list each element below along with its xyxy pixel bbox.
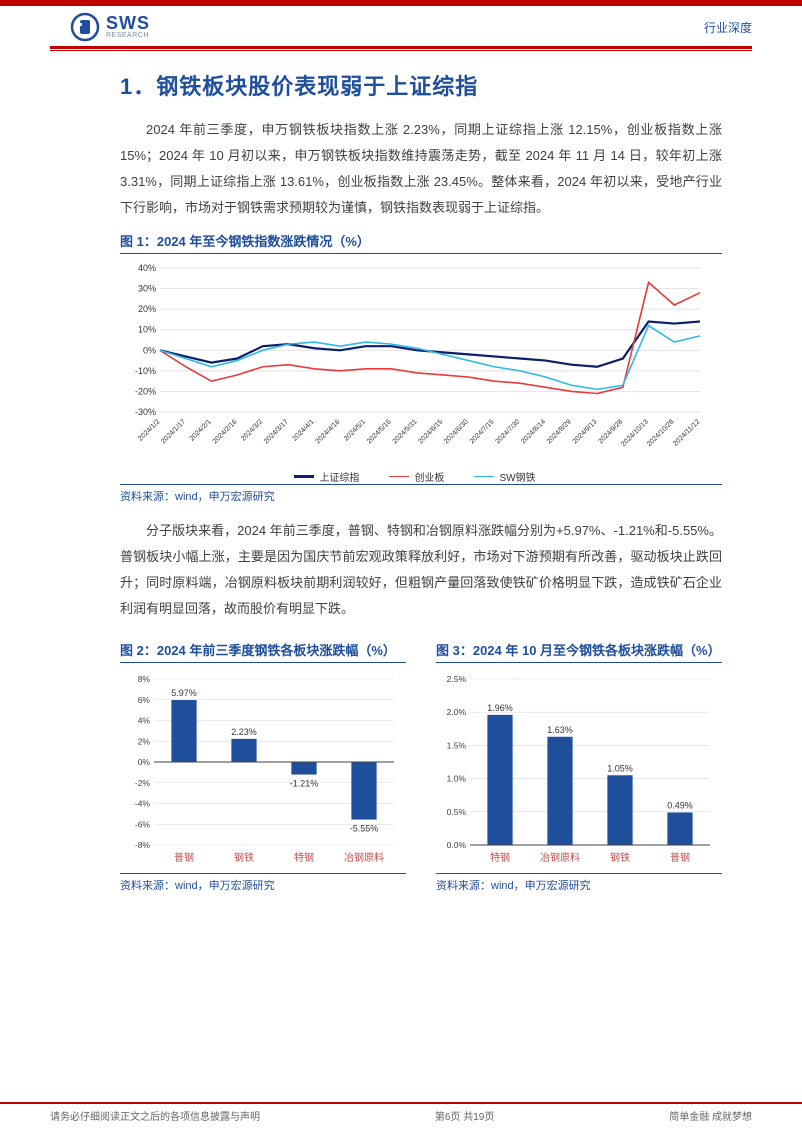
- paragraph-2: 分子版块来看，2024 年前三季度，普钢、特钢和冶钢原料涨跌幅分别为+5.97%…: [120, 518, 722, 622]
- svg-text:2024/11/12: 2024/11/12: [672, 418, 701, 447]
- svg-text:20%: 20%: [138, 304, 156, 314]
- svg-text:特钢: 特钢: [490, 851, 510, 864]
- figure3-title: 图 3：2024 年 10 月至今钢铁各板块涨跌幅（%）: [436, 640, 722, 663]
- svg-text:钢铁: 钢铁: [234, 851, 254, 864]
- figure3-svg: 0.0% 0.5% 1.0% 1.5% 2.0% 2.5% 1.96% 特钢 1.63% 冶钢原料…: [436, 669, 716, 869]
- svg-text:特钢: 特钢: [294, 851, 314, 864]
- svg-text:冶钢原料: 冶钢原料: [540, 851, 580, 864]
- figure2-col: 图 2：2024 年前三季度钢铁各板块涨跌幅（%） -8% -6% -4% -2% 0%…: [120, 630, 406, 893]
- svg-text:2024/7/30: 2024/7/30: [494, 418, 521, 445]
- svg-text:2.23%: 2.23%: [231, 727, 257, 737]
- svg-text:5.97%: 5.97%: [171, 688, 197, 698]
- svg-text:8%: 8%: [138, 674, 151, 684]
- svg-text:2024/4/16: 2024/4/16: [314, 418, 341, 445]
- svg-text:普钢: 普钢: [670, 851, 690, 864]
- figure3-chart: 0.0% 0.5% 1.0% 1.5% 2.0% 2.5% 1.96% 特钢 1.63% 冶钢原料…: [436, 669, 716, 869]
- footer-left: 请务必仔细阅读正文之后的各项信息披露与声明: [50, 1108, 260, 1123]
- svg-text:-20%: -20%: [135, 386, 156, 396]
- svg-text:0.5%: 0.5%: [447, 807, 467, 817]
- figure3-col: 图 3：2024 年 10 月至今钢铁各板块涨跌幅（%） 0.0% 0.5% 1.0…: [436, 630, 722, 893]
- svg-text:-6%: -6%: [135, 819, 151, 829]
- svg-text:0.49%: 0.49%: [667, 800, 693, 810]
- svg-text:30%: 30%: [138, 284, 156, 294]
- svg-text:2024/8/14: 2024/8/14: [520, 418, 547, 445]
- logo: SWS RESEARCH: [70, 12, 150, 42]
- svg-text:2024/9/13: 2024/9/13: [572, 418, 599, 445]
- svg-text:2.5%: 2.5%: [447, 674, 467, 684]
- figure2-source: 资料来源：wind，申万宏源研究: [120, 873, 406, 893]
- svg-text:1.5%: 1.5%: [447, 740, 467, 750]
- svg-text:钢铁: 钢铁: [610, 851, 630, 864]
- svg-text:0%: 0%: [143, 345, 156, 355]
- doc-category: 行业深度: [704, 19, 752, 36]
- svg-text:-30%: -30%: [135, 407, 156, 417]
- svg-text:2024/4/1: 2024/4/1: [291, 418, 315, 442]
- figure1-source: 资料来源：wind，申万宏源研究: [120, 484, 722, 504]
- svg-text:2024/1/2: 2024/1/2: [137, 418, 161, 442]
- svg-text:2024/5/16: 2024/5/16: [366, 418, 393, 445]
- svg-text:1.96%: 1.96%: [487, 703, 513, 713]
- figure1-title: 图 1：2024 年至今钢铁指数涨跌情况（%）: [120, 231, 722, 254]
- figure2-title: 图 2：2024 年前三季度钢铁各板块涨跌幅（%）: [120, 640, 406, 663]
- paragraph-1: 2024 年前三季度，申万钢铁板块指数上涨 2.23%，同期上证综指上涨 12.…: [120, 117, 722, 221]
- svg-text:0.0%: 0.0%: [447, 840, 467, 850]
- svg-text:2024/2/16: 2024/2/16: [212, 418, 239, 445]
- svg-text:-10%: -10%: [135, 366, 156, 376]
- svg-text:冶钢原料: 冶钢原料: [344, 851, 384, 864]
- svg-text:1.0%: 1.0%: [447, 774, 467, 784]
- svg-text:10%: 10%: [138, 325, 156, 335]
- svg-text:2024/6/15: 2024/6/15: [417, 418, 444, 445]
- svg-text:4%: 4%: [138, 716, 151, 726]
- svg-text:-4%: -4%: [135, 799, 151, 809]
- svg-text:-5.55%: -5.55%: [350, 824, 379, 834]
- figure-row: 图 2：2024 年前三季度钢铁各板块涨跌幅（%） -8% -6% -4% -2% 0%…: [120, 630, 722, 893]
- footer-center: 第6页 共19页: [435, 1108, 494, 1123]
- svg-text:-2%: -2%: [135, 778, 151, 788]
- figure2-chart: -8% -6% -4% -2% 0% 2% 4% 6% 8% 5.97% 普钢 2.23% 钢铁 -1.2…: [120, 669, 400, 869]
- svg-text:2024/1/17: 2024/1/17: [160, 418, 187, 445]
- svg-text:2024/7/15: 2024/7/15: [469, 418, 496, 445]
- figure2-svg: -8% -6% -4% -2% 0% 2% 4% 6% 8% 5.97% 普钢 2.23% 钢铁 -1.2…: [120, 669, 400, 869]
- svg-text:2024/5/1: 2024/5/1: [343, 418, 367, 442]
- figure1-svg: -30%-20%-10%0%10%20%30%40%2024/1/22024/1…: [120, 260, 710, 460]
- svg-text:40%: 40%: [138, 263, 156, 273]
- svg-text:2024/3/17: 2024/3/17: [263, 418, 290, 445]
- header: SWS RESEARCH 行业深度: [0, 6, 802, 42]
- svg-text:2024/3/2: 2024/3/2: [240, 418, 264, 442]
- svg-text:1.63%: 1.63%: [547, 725, 573, 735]
- svg-text:普钢: 普钢: [174, 851, 194, 864]
- logo-mark: [70, 12, 100, 42]
- logo-text: SWS: [106, 14, 150, 32]
- footer: 请务必仔细阅读正文之后的各项信息披露与声明 第6页 共19页 简单金融 成就梦想: [0, 1102, 802, 1133]
- svg-text:1.05%: 1.05%: [607, 763, 633, 773]
- logo-subtext: RESEARCH: [106, 32, 150, 40]
- svg-text:2024/8/29: 2024/8/29: [546, 418, 573, 445]
- figure1-chart: -30%-20%-10%0%10%20%30%40%2024/1/22024/1…: [120, 260, 710, 480]
- footer-right: 简单金融 成就梦想: [669, 1108, 752, 1123]
- svg-text:2024/2/1: 2024/2/1: [189, 418, 213, 442]
- red-rule: [50, 46, 752, 49]
- svg-text:2024/10/28: 2024/10/28: [646, 418, 676, 448]
- logo-text-block: SWS RESEARCH: [106, 14, 150, 40]
- figure3-source: 资料来源：wind，申万宏源研究: [436, 873, 722, 893]
- svg-text:2%: 2%: [138, 736, 151, 746]
- svg-text:-8%: -8%: [135, 840, 151, 850]
- svg-text:0%: 0%: [138, 757, 151, 767]
- svg-text:2024/5/31: 2024/5/31: [392, 418, 419, 445]
- svg-text:-1.21%: -1.21%: [290, 779, 319, 789]
- section-title: 1．钢铁板块股价表现弱于上证综指: [120, 69, 722, 101]
- svg-text:6%: 6%: [138, 695, 151, 705]
- svg-text:2024/9/28: 2024/9/28: [597, 418, 624, 445]
- svg-text:2024/6/30: 2024/6/30: [443, 418, 470, 445]
- svg-text:2.0%: 2.0%: [447, 707, 467, 717]
- page-content: 1．钢铁板块股价表现弱于上证综指 2024 年前三季度，申万钢铁板块指数上涨 2…: [0, 51, 802, 893]
- figure1-legend: 上证综指创业板SW钢铁: [120, 469, 710, 484]
